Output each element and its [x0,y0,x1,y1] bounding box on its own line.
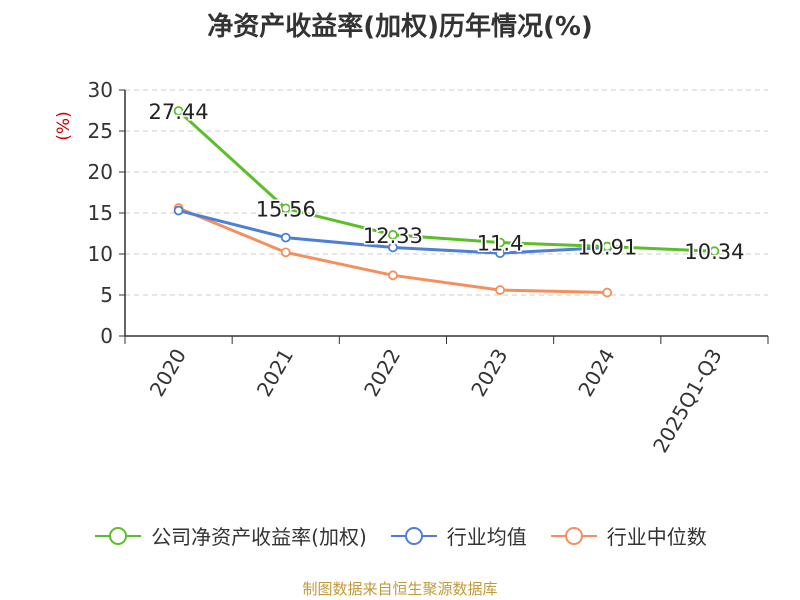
legend-item-industry-avg[interactable]: 行业均值 [389,521,527,550]
point-industry-median-2023 [495,285,505,295]
data-label-company-2020: 27.44 [149,100,209,124]
legend-marker-industry-median [550,526,597,545]
legend: 公司净资产收益率(加权) 行业均值 行业中位数 [0,521,800,550]
point-company-2025Q1-Q3 [709,246,720,257]
legend-item-company[interactable]: 公司净资产收益率(加权) [93,521,367,550]
y-tick-label-15: 15 [88,201,113,225]
y-axis-label: (%) [54,111,74,140]
y-tick-label-10: 10 [88,242,113,266]
legend-item-industry-median[interactable]: 行业中位数 [549,521,707,550]
y-tick-label-5: 5 [100,283,113,307]
data-label-company-2024: 10.91 [577,236,637,260]
data-source-note: 制图数据来自恒生聚源数据库 [302,580,498,598]
point-company-2023 [495,237,505,248]
y-tick-label-25: 25 [88,119,113,143]
y-tick-label-30: 30 [88,78,113,102]
x-tick-label-2021: 2021 [252,345,298,401]
data-label-company-2021: 15.56 [256,197,316,221]
point-industry-median-2022 [388,270,398,281]
point-industry-avg-2021 [280,232,291,243]
x-tick-label-2020: 2020 [145,345,191,401]
data-label-company-2023: 11.4 [477,232,524,256]
point-industry-avg-2022 [388,242,398,253]
legend-label-company: 公司净资产收益率(加权) [151,525,367,549]
point-company-2022 [388,229,398,240]
legend-marker-company [95,526,142,545]
y-tick-label-20: 20 [88,160,113,184]
legend-label-industry-avg: 行业均值 [446,525,527,549]
x-tick-label-2025Q1-Q3: 2025Q1-Q3 [648,345,727,457]
x-tick-label-2024: 2024 [573,345,619,401]
point-company-2020 [173,106,184,116]
point-industry-avg-2020 [173,205,184,216]
x-tick-label-2022: 2022 [359,345,405,401]
point-industry-median-2021 [280,247,291,258]
point-company-2024 [602,241,613,252]
x-tick-label-2023: 2023 [466,345,512,401]
series-line-company [177,109,715,253]
point-industry-avg-2023 [495,248,505,259]
data-label-company-2025Q1-Q3: 10.34 [684,240,744,264]
legend-label-industry-median: 行业中位数 [606,525,707,549]
legend-marker-industry-avg [390,526,437,545]
y-tick-label-0: 0 [100,324,113,348]
data-label-company-2022: 12.33 [363,224,423,248]
point-industry-median-2024 [602,287,613,298]
chart-title: 净资产收益率(加权)历年情况(%) [207,12,593,42]
point-company-2021 [280,203,291,214]
